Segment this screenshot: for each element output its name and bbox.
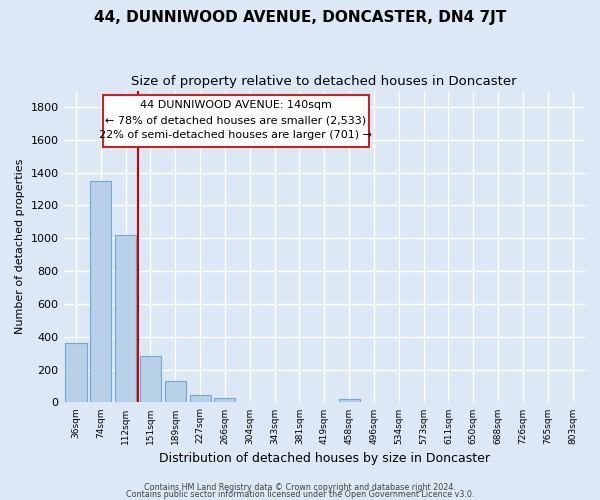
FancyBboxPatch shape: [103, 95, 368, 146]
Text: Contains HM Land Registry data © Crown copyright and database right 2024.: Contains HM Land Registry data © Crown c…: [144, 484, 456, 492]
Bar: [140, 356, 161, 403]
Y-axis label: Number of detached properties: Number of detached properties: [15, 159, 25, 334]
Bar: [65, 344, 86, 402]
Text: 22% of semi-detached houses are larger (701) →: 22% of semi-detached houses are larger (…: [99, 130, 372, 140]
Bar: [165, 381, 186, 402]
Bar: [338, 399, 359, 402]
Title: Size of property relative to detached houses in Doncaster: Size of property relative to detached ho…: [131, 75, 517, 88]
Bar: [90, 181, 112, 402]
Text: 44, DUNNIWOOD AVENUE, DONCASTER, DN4 7JT: 44, DUNNIWOOD AVENUE, DONCASTER, DN4 7JT: [94, 10, 506, 25]
Bar: [190, 395, 211, 402]
Text: Contains public sector information licensed under the Open Government Licence v3: Contains public sector information licen…: [126, 490, 474, 499]
Bar: [115, 235, 136, 402]
Text: 44 DUNNIWOOD AVENUE: 140sqm: 44 DUNNIWOOD AVENUE: 140sqm: [140, 100, 332, 110]
Bar: [214, 398, 235, 402]
X-axis label: Distribution of detached houses by size in Doncaster: Distribution of detached houses by size …: [159, 452, 490, 465]
Text: ← 78% of detached houses are smaller (2,533): ← 78% of detached houses are smaller (2,…: [105, 116, 366, 126]
